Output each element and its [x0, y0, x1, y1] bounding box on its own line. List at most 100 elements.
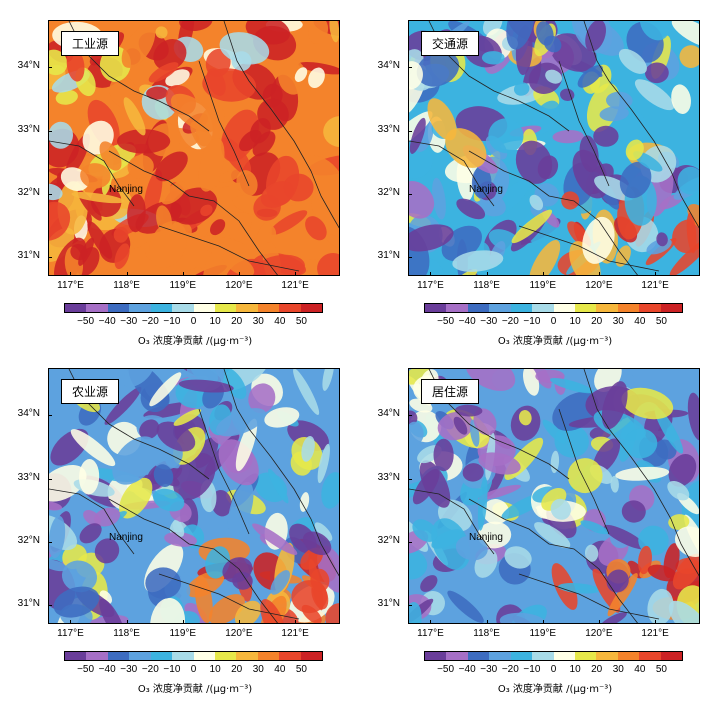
x-tick-label: 121°E	[281, 280, 309, 291]
colorbar-swatch	[279, 652, 301, 660]
concentration-patch	[545, 69, 563, 84]
concentration-patch	[453, 416, 468, 435]
boundary-line	[223, 21, 339, 229]
colorbar-swatch	[107, 652, 130, 660]
colorbar	[424, 651, 683, 661]
concentration-patch	[471, 166, 492, 199]
concentration-patch	[172, 267, 202, 275]
concentration-patch	[248, 383, 276, 414]
colorbar-swatch	[86, 304, 108, 312]
colorbar-tick-label: −40	[458, 316, 476, 327]
concentration-patch	[149, 221, 188, 268]
x-tick	[295, 272, 297, 276]
concentration-patch	[150, 597, 186, 623]
colorbar-tick-label: −50	[437, 664, 455, 675]
colorbar-swatch	[489, 304, 511, 312]
concentration-patch	[49, 559, 68, 572]
concentration-patch	[79, 523, 102, 544]
concentration-patch	[550, 450, 560, 474]
y-tick	[408, 193, 412, 195]
x-tick	[182, 620, 184, 624]
concentration-patch	[216, 408, 267, 437]
colorbar-swatch	[65, 652, 87, 660]
colorbar-swatch	[172, 304, 194, 312]
concentration-patch	[603, 524, 647, 550]
heatmap-field	[49, 21, 339, 275]
concentration-patch	[584, 544, 599, 562]
y-tick-label: 33°N	[17, 471, 40, 483]
boundary-line	[108, 498, 278, 623]
x-tick	[126, 620, 128, 624]
map-title: 居住源	[421, 379, 480, 404]
concentration-patch	[634, 79, 675, 111]
map-panel-4: 居住源 Nanjing 34°N 33°N 32°N 31°N 117°E 118°E 119°…	[378, 358, 720, 703]
concentration-patch	[173, 408, 202, 426]
concentration-patch	[621, 387, 674, 420]
colorbar-tick-label: −40	[98, 316, 116, 327]
concentration-patch	[542, 419, 566, 444]
concentration-patch	[431, 518, 471, 570]
concentration-patch	[217, 169, 242, 183]
boundary-line	[409, 488, 495, 555]
concentration-patch	[499, 612, 547, 623]
concentration-patch	[49, 227, 75, 262]
concentration-patch	[49, 369, 56, 387]
concentration-patch	[112, 436, 158, 485]
colorbar-tick-label: 30	[252, 664, 264, 675]
colorbar-swatch	[129, 304, 151, 312]
concentration-patch	[529, 194, 544, 211]
boundary-line	[49, 140, 135, 207]
colorbar-tick-label: −50	[437, 316, 455, 327]
boundary-line	[583, 21, 699, 229]
concentration-patch	[550, 498, 571, 520]
concentration-patch	[687, 392, 699, 441]
concentration-patch	[580, 520, 609, 535]
concentration-patch	[200, 204, 213, 217]
concentration-patch	[445, 128, 487, 168]
x-tick	[295, 620, 297, 624]
concentration-patch	[455, 269, 478, 275]
concentration-patch	[49, 201, 71, 241]
concentration-patch	[452, 250, 504, 272]
concentration-patch	[148, 62, 179, 83]
x-tick-label: 121°E	[641, 280, 669, 291]
heatmap-field	[49, 369, 339, 623]
y-tick-label: 33°N	[377, 123, 400, 135]
concentration-patch	[585, 21, 606, 52]
x-tick	[238, 620, 240, 624]
colorbar-tick-label: −10	[523, 316, 541, 327]
colorbar-tick-label: −10	[163, 664, 181, 675]
map-panel-3: 农业源 Nanjing 34°N 33°N 32°N 31°N 117°E 118°E 119°…	[18, 358, 360, 703]
colorbar-tick-label: 0	[190, 316, 197, 327]
concentration-patch	[123, 97, 146, 136]
concentration-patch	[621, 500, 646, 523]
concentration-patch	[260, 598, 286, 623]
colorbar-swatch	[574, 652, 597, 660]
concentration-patch	[94, 507, 121, 527]
concentration-patch	[606, 569, 629, 593]
colorbar-swatch	[129, 652, 151, 660]
concentration-patch	[321, 472, 339, 509]
concentration-patch	[61, 560, 98, 593]
colorbar-tick-label: 50	[295, 664, 307, 675]
concentration-patch	[409, 421, 424, 445]
colorbar-swatch	[446, 652, 468, 660]
concentration-patch	[178, 379, 234, 393]
x-tick-label: 121°E	[281, 628, 309, 639]
x-tick-label: 120°E	[585, 280, 613, 291]
colorbar-swatch	[660, 652, 683, 660]
concentration-patch	[203, 242, 231, 275]
x-tick-label: 118°E	[113, 280, 140, 291]
concentration-patch	[49, 515, 66, 559]
y-tick-label: 32°N	[17, 186, 40, 198]
colorbar-tick-label: 50	[655, 316, 667, 327]
concentration-patch	[513, 82, 530, 96]
concentration-patch	[146, 86, 168, 100]
colorbar-swatch	[660, 304, 683, 312]
x-tick	[486, 620, 488, 624]
colorbar-tick-label: −10	[163, 316, 181, 327]
colorbar-swatch	[467, 652, 490, 660]
concentration-patch	[252, 523, 298, 555]
colorbar	[424, 303, 683, 313]
boundary-line	[558, 408, 610, 535]
